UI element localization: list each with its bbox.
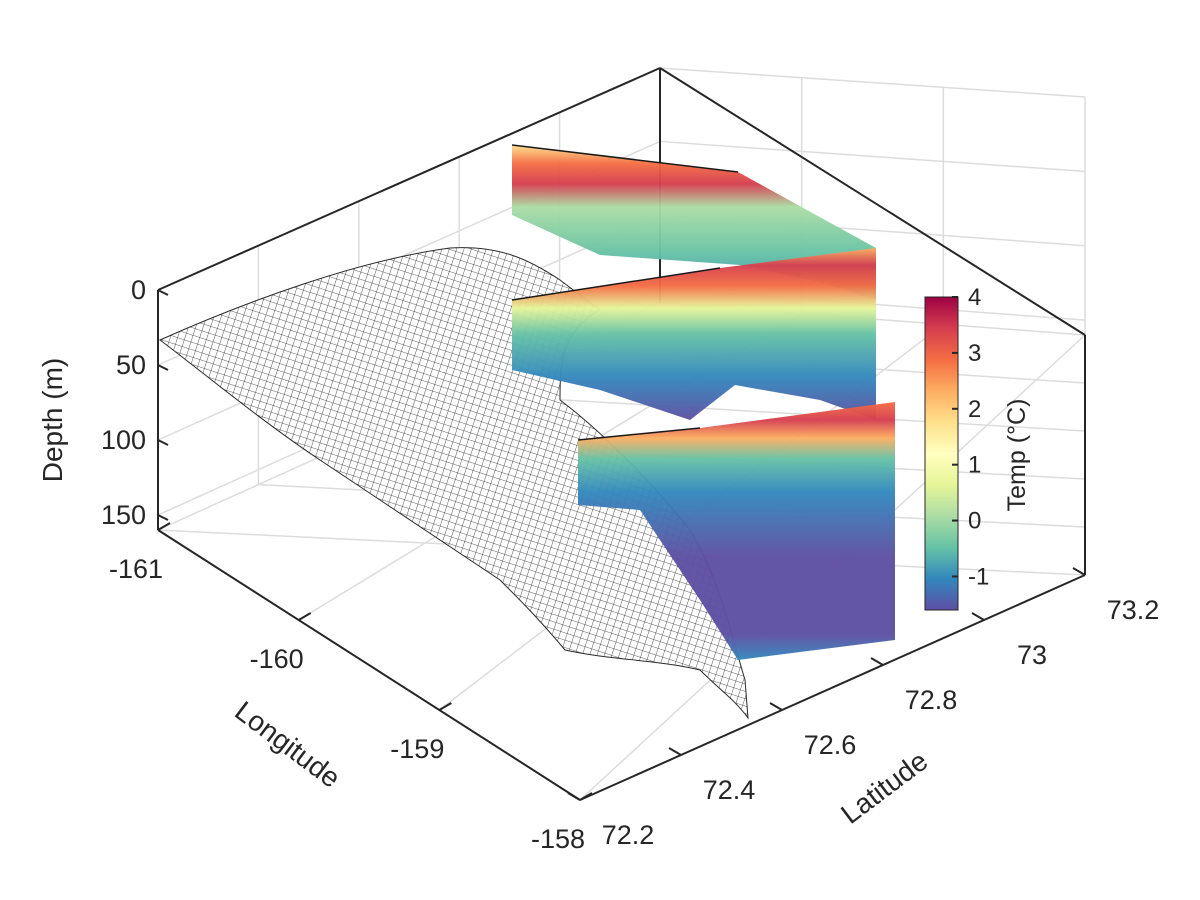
box-edge [157, 67, 661, 291]
y-tick-mark [1072, 567, 1086, 576]
x-tick-mark [298, 612, 312, 621]
y-tick-mark [971, 612, 985, 621]
temperature-sections [511, 144, 895, 660]
grid-line-y [459, 393, 1086, 432]
y-axis-ticks: 72.2 72.4 72.6 72.8 73 73.2 [567, 567, 1160, 850]
y-tick-label: 72.6 [804, 730, 857, 760]
y-tick-mark [870, 657, 884, 666]
x-tick-mark [438, 702, 452, 711]
grid-line-z [659, 140, 1086, 173]
y-tick-label: 73 [1017, 640, 1047, 670]
y-tick-label: 73.2 [1107, 595, 1160, 625]
y-tick-mark [769, 702, 783, 711]
box-edge [579, 574, 1086, 801]
z-tick-mark [157, 439, 169, 446]
x-tick-label: -160 [250, 644, 304, 674]
colorbar-tick-label: 1 [968, 452, 981, 479]
section-track-line [511, 144, 739, 173]
colorbar-gradient [924, 296, 959, 611]
box-edge [157, 529, 581, 801]
y-tick-mark [567, 792, 581, 801]
grid-line-z [659, 67, 1086, 98]
z-tick-mark [157, 364, 169, 371]
y-tick-label: 72.8 [905, 685, 958, 715]
colorbar-tick-label: -1 [968, 563, 989, 590]
x-tick-label: -159 [390, 734, 444, 764]
z-axis-label: Depth (m) [37, 358, 68, 482]
colorbar-ticks: 4 3 2 1 0 -1 [952, 284, 989, 590]
z-tick-label: 100 [101, 425, 146, 455]
colorbar-tick-label: 0 [968, 508, 981, 535]
colorbar-tick-label: 2 [968, 396, 981, 423]
box-edge [659, 67, 1086, 336]
x-axis-label: Longitude [229, 695, 346, 794]
y-tick-mark [668, 747, 682, 756]
section-track-line [511, 267, 721, 301]
colorbar-label: Temp (°C) [1003, 399, 1031, 512]
x-tick-label: -158 [531, 824, 585, 854]
x-tick-mark [579, 792, 593, 801]
y-tick-label: 72.4 [703, 775, 756, 805]
z-axis-ticks: 0 50 100 150 [101, 275, 169, 530]
z-tick-mark [157, 289, 169, 296]
temperature-section [512, 248, 876, 420]
colorbar-tick-label: 3 [968, 340, 981, 367]
colorbar-tick-label: 4 [968, 284, 981, 311]
z-tick-mark [157, 514, 169, 521]
x-tick-label: -161 [109, 554, 163, 584]
z-tick-label: 0 [131, 275, 146, 305]
z-tick-label: 150 [101, 500, 146, 530]
colorbar: 4 3 2 1 0 -1 Temp (°C) [924, 284, 1031, 611]
temperature-section [578, 402, 895, 660]
z-tick-label: 50 [116, 350, 146, 380]
axes-front-box [157, 290, 1086, 801]
x-axis-ticks: -161 -160 -159 -158 [109, 522, 593, 854]
x-tick-mark [157, 522, 171, 531]
section-track-line [577, 427, 701, 441]
y-tick-label: 72.2 [602, 820, 655, 850]
